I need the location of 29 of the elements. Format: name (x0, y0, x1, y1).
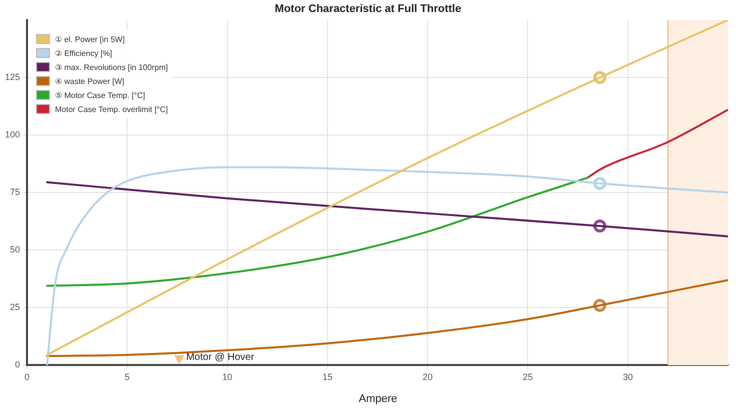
line-series (46, 181, 728, 238)
x-tick-label: 20 (422, 372, 433, 382)
x-tick-label: 5 (124, 372, 130, 382)
y-tick-label: 0 (15, 360, 20, 370)
chart-title: Motor Characteristic at Full Throttle (274, 3, 462, 15)
y-tick-label: 100 (4, 130, 20, 140)
x-tick-label: 30 (622, 372, 633, 382)
x-tick-label: 25 (522, 372, 533, 382)
line-series (46, 166, 728, 366)
y-tick-label: 25 (10, 302, 20, 312)
point (593, 176, 606, 190)
legend-label: ① el. Power [in 5W] (55, 34, 125, 44)
point (593, 71, 606, 84)
x-tick-label: 15 (322, 372, 332, 382)
x-tick-label: 10 (222, 372, 232, 382)
y-tick-label: 125 (4, 72, 20, 82)
y-tick-label: 50 (10, 244, 20, 255)
x-axis-title: Ampere (358, 393, 398, 405)
line-series (586, 108, 728, 179)
annotation: Motor @ Hover (186, 352, 255, 364)
x-tick-label: 0 (24, 372, 30, 382)
line-series (46, 176, 589, 287)
legend-label: ④ waste Power [W] (55, 76, 124, 86)
legend-label: ⑤ Motor Case Temp. [°C] (55, 90, 146, 100)
legend-label: ② Efficiency [%] (55, 48, 112, 58)
point (174, 355, 184, 364)
legend-label: Motor Case Temp. overlimit [°C] (55, 104, 168, 114)
legend-label: ③ max. Revolutions [in 100rpm] (55, 62, 168, 72)
y-tick-label: 75 (10, 187, 20, 198)
